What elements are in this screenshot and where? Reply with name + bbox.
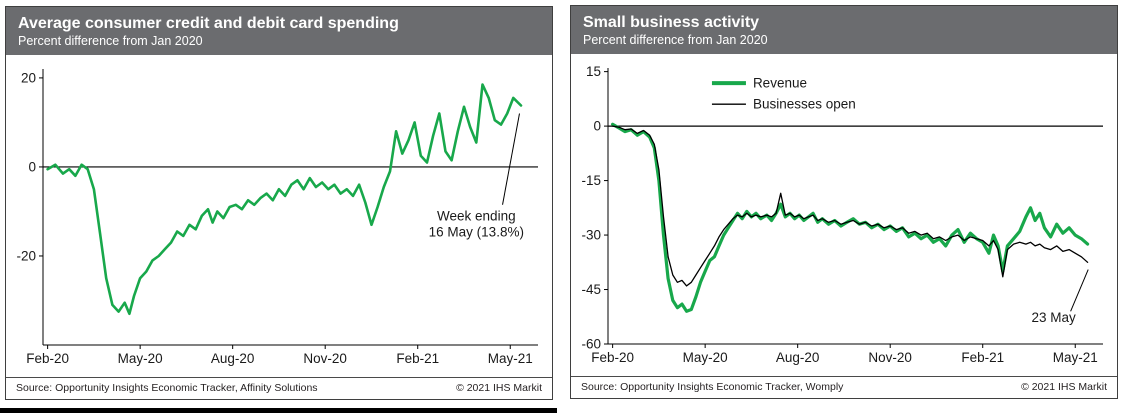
svg-text:Aug-20: Aug-20	[211, 351, 255, 366]
consumer-spending-footer: Source: Opportunity Insights Economic Tr…	[6, 377, 552, 399]
svg-text:-20: -20	[16, 248, 36, 263]
window-edge	[0, 408, 557, 413]
chart-subtitle: Percent difference from Jan 2020	[18, 34, 203, 48]
consumer-spending-header: Average consumer credit and debit card s…	[6, 7, 552, 55]
chart-subtitle: Percent difference from Jan 2020	[583, 33, 768, 47]
copyright-note: © 2021 IHS Markit	[456, 382, 542, 394]
svg-text:Feb-21: Feb-21	[961, 350, 1004, 365]
svg-text:-45: -45	[581, 282, 601, 297]
svg-text:May-21: May-21	[488, 351, 533, 366]
svg-text:-15: -15	[581, 173, 601, 188]
svg-text:Revenue: Revenue	[753, 76, 807, 91]
svg-text:Week ending: Week ending	[437, 208, 516, 223]
chart-title: Small business activity	[583, 14, 760, 31]
chart-title: Average consumer credit and debit card s…	[18, 15, 399, 32]
svg-text:15: 15	[586, 64, 601, 79]
svg-text:Aug-20: Aug-20	[776, 350, 820, 365]
svg-text:0: 0	[28, 159, 36, 174]
source-note: Source: Opportunity Insights Economic Tr…	[16, 382, 318, 394]
svg-text:-60: -60	[581, 337, 601, 352]
svg-text:May-20: May-20	[118, 351, 163, 366]
source-note: Source: Opportunity Insights Economic Tr…	[581, 381, 844, 393]
svg-text:Businesses open: Businesses open	[753, 97, 856, 112]
svg-text:Nov-20: Nov-20	[868, 350, 912, 365]
consumer-spending-panel: Average consumer credit and debit card s…	[5, 6, 553, 400]
svg-text:May-21: May-21	[1053, 350, 1098, 365]
small-business-footer: Source: Opportunity Insights Economic Tr…	[571, 376, 1117, 398]
svg-text:Nov-20: Nov-20	[303, 351, 347, 366]
small-business-panel: Small business activity Percent differen…	[570, 5, 1118, 399]
consumer-spending-chart: 20 0 -20 Feb-20 May-20 Aug-20 Nov-20 Feb-21 May-…	[16, 69, 538, 366]
svg-text:20: 20	[21, 70, 36, 85]
svg-text:16 May (13.8%): 16 May (13.8%)	[429, 224, 524, 239]
svg-text:Feb-20: Feb-20	[591, 350, 634, 365]
svg-text:0: 0	[593, 119, 601, 134]
svg-text:Feb-21: Feb-21	[396, 351, 439, 366]
svg-text:23 May: 23 May	[1032, 310, 1077, 325]
svg-text:May-20: May-20	[683, 350, 728, 365]
svg-text:Feb-20: Feb-20	[26, 351, 69, 366]
svg-text:-30: -30	[581, 228, 601, 243]
copyright-note: © 2021 IHS Markit	[1021, 381, 1107, 393]
small-business-header: Small business activity Percent differen…	[571, 6, 1117, 54]
